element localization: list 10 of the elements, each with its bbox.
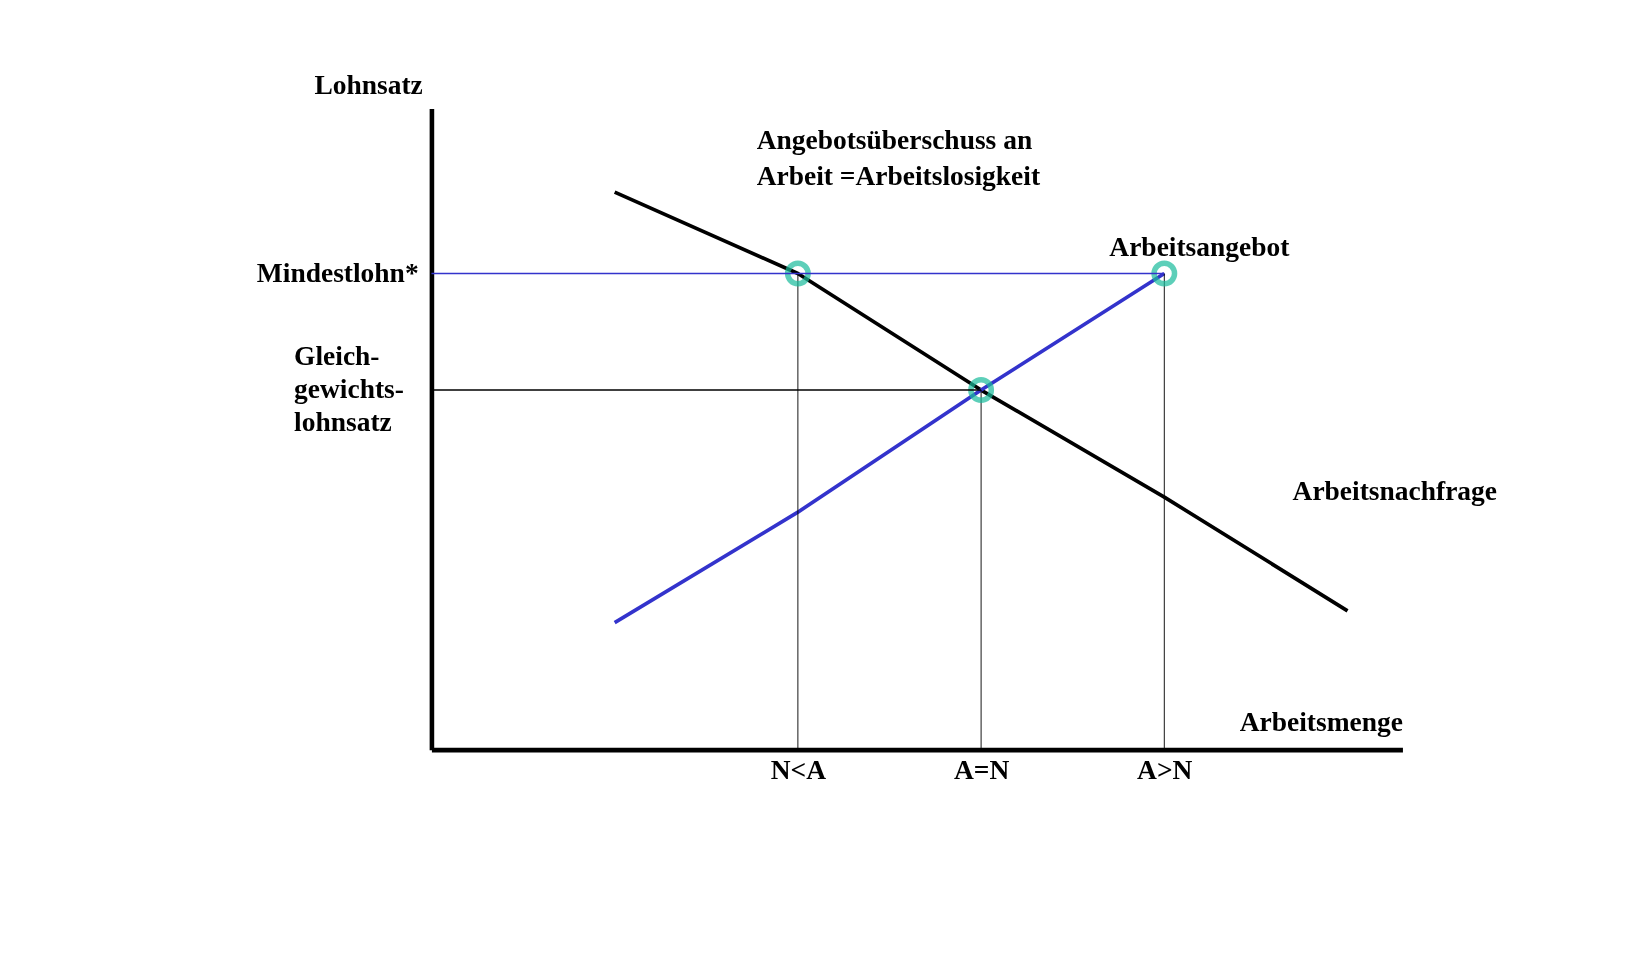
x-tick-label: A=N (953, 755, 1010, 786)
ref-line-label: Gleich- gewichts- lohnsatz (294, 341, 404, 438)
x-axis-title: Arbeitsmenge (1239, 706, 1403, 737)
x-tick-label: N<A (770, 755, 827, 786)
ref-line-label: Mindestlohn* (256, 257, 419, 288)
text: Arbeitsnachfrage (1292, 476, 1498, 507)
text: Angebotsüberschuss an Arbeit =Arbeitslosigkeit (756, 124, 1041, 192)
series-label: Arbeitsangebot (1109, 232, 1291, 263)
x-tick-label: A>N (1137, 755, 1193, 786)
y-axis-title: Lohnsatz (314, 70, 423, 101)
